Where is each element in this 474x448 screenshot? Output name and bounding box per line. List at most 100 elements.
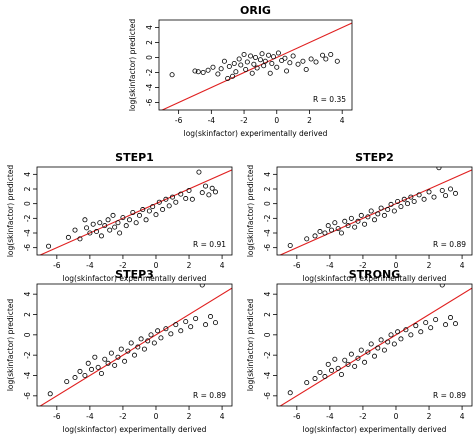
data-point (426, 189, 432, 195)
data-point (270, 54, 276, 60)
data-point (408, 194, 414, 200)
x-tick-label: -2 (119, 261, 127, 270)
x-tick-label: 0 (154, 261, 159, 270)
correlation-annotation: R = 0.89 (433, 240, 466, 249)
chart-title: STRONG (349, 268, 400, 281)
data-point (236, 56, 242, 62)
x-tick-label: 2 (187, 412, 192, 421)
data-point (205, 67, 211, 73)
data-point (77, 236, 83, 242)
data-point (150, 204, 156, 210)
y-tick-label: 4 (23, 292, 32, 297)
y-tick-label: 2 (23, 186, 32, 191)
y-tick-label: 0 (145, 55, 154, 60)
x-axis-label: log(skinfactor) experimentally derived (303, 425, 447, 434)
data-point (290, 53, 296, 59)
data-point (98, 233, 104, 239)
data-point (300, 58, 306, 64)
data-point (287, 390, 293, 396)
data-point (178, 191, 184, 197)
data-point (110, 212, 116, 218)
data-point (210, 64, 216, 70)
data-point (252, 55, 258, 61)
data-point (274, 64, 280, 70)
y-tick-label: -6 (263, 392, 272, 400)
data-point (368, 341, 374, 347)
y-tick-label: -4 (23, 229, 32, 237)
data-point (163, 326, 169, 332)
x-tick-label: -4 (326, 412, 334, 421)
data-point (355, 355, 361, 361)
y-tick-label: -4 (23, 372, 32, 380)
data-point (313, 59, 319, 65)
data-point (320, 52, 326, 58)
data-point (192, 68, 198, 74)
y-tick-label: 0 (263, 201, 272, 206)
data-point (226, 64, 232, 70)
data-point (368, 208, 374, 214)
data-point (329, 227, 335, 233)
y-axis-label: log(skinfactor) predicted (246, 299, 255, 392)
x-tick-label: -2 (359, 261, 367, 270)
x-tick-label: 2 (187, 261, 192, 270)
chart-title: STEP2 (355, 151, 394, 164)
x-tick-label: -6 (53, 261, 61, 270)
x-tick-label: -2 (240, 116, 248, 125)
data-point (257, 57, 263, 63)
data-point (248, 53, 254, 59)
data-point (128, 340, 134, 346)
data-point (85, 360, 91, 366)
data-point (136, 212, 142, 218)
x-tick-label: 0 (394, 261, 399, 270)
data-point (87, 230, 93, 236)
data-point (395, 198, 401, 204)
data-point (358, 347, 364, 353)
data-point (413, 323, 419, 329)
data-point (77, 368, 83, 374)
y-tick-label: 2 (23, 312, 32, 317)
data-point (241, 52, 247, 58)
y-tick-label: -6 (23, 392, 32, 400)
data-point (125, 348, 131, 354)
data-point (230, 73, 236, 79)
data-point (127, 217, 133, 223)
x-tick-label: -2 (359, 412, 367, 421)
data-point (102, 356, 108, 362)
data-point (395, 329, 401, 335)
data-point (209, 185, 215, 191)
data-point (141, 346, 147, 352)
data-point (225, 76, 231, 82)
data-point (183, 319, 189, 325)
reference-line (279, 287, 472, 406)
data-point (117, 230, 123, 236)
y-tick-label: -4 (145, 84, 154, 92)
data-point (112, 362, 118, 368)
data-point (312, 376, 318, 382)
data-point (200, 70, 206, 76)
data-point (259, 51, 265, 57)
data-point (72, 227, 78, 233)
data-point (156, 199, 162, 205)
data-point (163, 196, 169, 202)
data-point (153, 212, 159, 218)
data-point (112, 224, 118, 230)
x-axis-label: log(skinfactor) experimentally derived (63, 274, 207, 283)
data-point (92, 354, 98, 360)
data-point (378, 337, 384, 343)
data-point (345, 223, 351, 229)
data-point (199, 284, 205, 288)
data-point (115, 354, 121, 360)
data-point (133, 220, 139, 226)
x-tick-label: -6 (293, 412, 301, 421)
data-point (195, 69, 201, 75)
data-point (323, 56, 329, 62)
data-point (335, 365, 341, 371)
data-point (401, 196, 407, 202)
data-point (338, 230, 344, 236)
chart-panel-4: STRONG -6 -4 -2 0 2 4 -6 -4 -2 0 2 4 log(skinfactor) … (246, 268, 473, 434)
data-point (261, 63, 267, 69)
data-point (275, 50, 281, 56)
data-point (439, 284, 445, 288)
y-tick-label: -2 (23, 351, 32, 359)
